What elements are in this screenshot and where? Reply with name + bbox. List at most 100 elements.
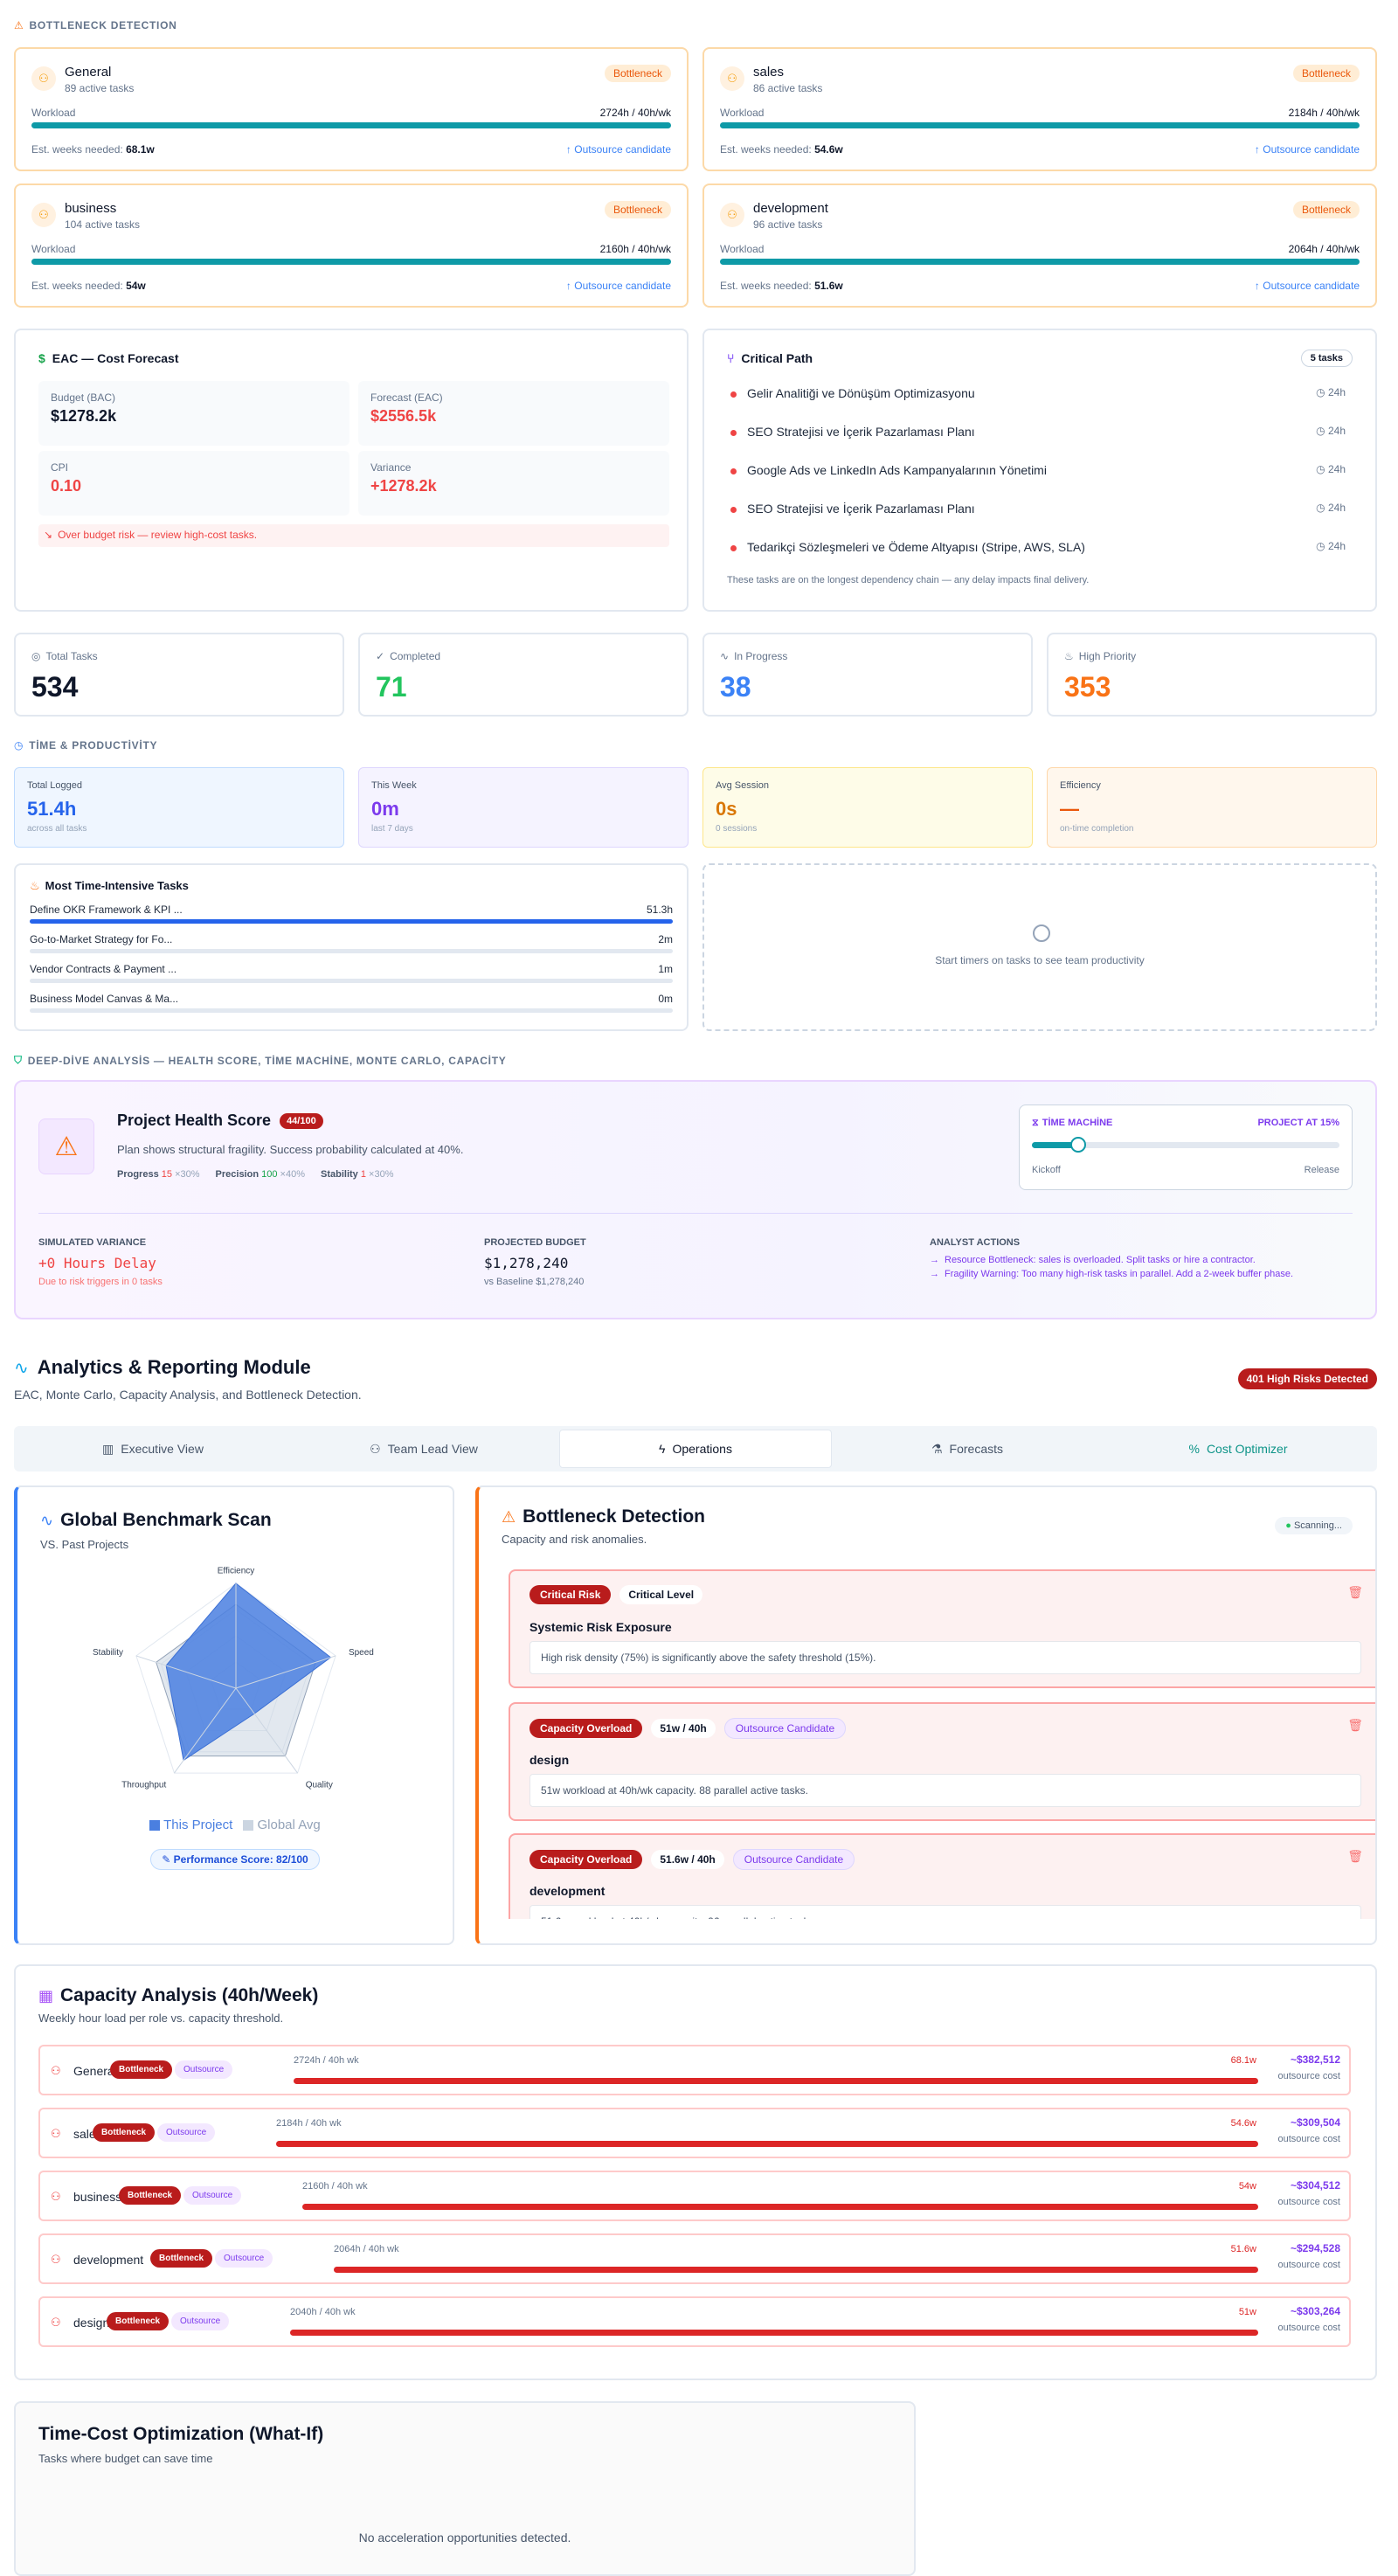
intensive-task-value: 51.3h <box>646 904 673 916</box>
intensive-task-row[interactable]: Business Model Canvas & Ma... 0m <box>30 993 673 1005</box>
outsource-cost: ~$382,512 <box>1290 2053 1340 2066</box>
capacity-hours: 2040h / 40h wk <box>290 2307 356 2317</box>
bottleneck-badge: Bottleneck <box>1292 65 1360 82</box>
health-title: Project Health Score <box>117 1111 272 1129</box>
divider <box>38 1213 1353 1214</box>
trend-down-icon: ↘ <box>44 529 53 541</box>
intensive-task-bar <box>30 979 673 983</box>
tab-executive-view[interactable]: ▥ Executive View <box>102 1441 204 1457</box>
est-weeks: Est. weeks needed: 68.1w <box>31 143 155 156</box>
detection-item[interactable]: Critical Risk Critical Level Systemic Ri… <box>509 1569 1375 1688</box>
intensive-task-name: Go-to-Market Strategy for Fo... <box>30 933 173 945</box>
bottleneck-card[interactable]: ⚇ sales 86 active tasks Bottleneck Workl… <box>702 47 1377 171</box>
time-card-sub: on-time completion <box>1060 824 1134 834</box>
intensive-task-row[interactable]: Define OKR Framework & KPI ... 51.3h <box>30 904 673 916</box>
time-card-value: 51.4h <box>27 798 77 820</box>
critical-task[interactable]: Google Ads ve LinkedIn Ads Kampanyaların… <box>730 463 1346 477</box>
radar-axis-label: Throughput <box>121 1781 166 1790</box>
outsource-candidate-link[interactable]: ↑ Outsource candidate <box>1254 280 1360 292</box>
stat-card: ◎ Total Tasks 534 <box>14 633 344 717</box>
time-heading: ◷ TİME & PRODUCTİVİTY <box>14 739 158 751</box>
cpi-label: CPI <box>51 461 69 474</box>
shield-icon: ⛉ <box>14 1054 23 1066</box>
bottleneck-badge: Bottleneck <box>150 2249 213 2268</box>
lightning-icon: ϟ <box>659 1442 666 1456</box>
outsource-candidate-link[interactable]: ↑ Outsource candidate <box>565 280 671 292</box>
role-name: development <box>753 201 828 216</box>
critical-task[interactable]: SEO Stratejisi ve İçerik Pazarlaması Pla… <box>730 502 1346 516</box>
critical-task[interactable]: Gelir Analitiği ve Dönüşüm Optimizasyonu… <box>730 386 1346 400</box>
time-card-value: 0s <box>716 798 737 820</box>
detection-item[interactable]: Capacity Overload 51.6w / 40h Outsource … <box>509 1833 1375 1919</box>
detection-list[interactable]: Critical Risk Critical Level Systemic Ri… <box>479 1569 1375 1919</box>
role-name: sales <box>753 65 785 80</box>
intensive-task-row[interactable]: Vendor Contracts & Payment ... 1m <box>30 963 673 975</box>
activity-icon: ∿ <box>720 650 730 662</box>
tm-slider-track[interactable] <box>1032 1137 1339 1153</box>
bottleneck-card[interactable]: ⚇ business 104 active tasks Bottleneck W… <box>14 184 689 308</box>
stat-value: 353 <box>1064 671 1111 703</box>
users-icon: ⚇ <box>720 203 744 227</box>
tab-forecasts[interactable]: ⚗ Forecasts <box>931 1441 1004 1457</box>
tm-slider-handle[interactable] <box>1069 1137 1086 1153</box>
variance-heading: SIMULATED VARIANCE <box>38 1237 147 1248</box>
trash-icon[interactable]: 🗑 <box>1347 1849 1363 1863</box>
critical-task[interactable]: Tedarikçi Sözleşmeleri ve Ödeme Altyapıs… <box>730 540 1346 554</box>
module-tabs: ▥ Executive View ⚇ Team Lead View ϟ Operati… <box>14 1426 1377 1472</box>
module-title: Analytics & Reporting Module <box>37 1356 311 1378</box>
intensive-task-name: Define OKR Framework & KPI ... <box>30 904 183 916</box>
tab-operations[interactable]: ϟ Operations <box>559 1430 832 1468</box>
capacity-row[interactable]: ⚇ development Bottleneck Outsource 2064h… <box>38 2233 1351 2284</box>
bar-chart-icon: ▥ <box>102 1441 114 1456</box>
bottleneck-card[interactable]: ⚇ General 89 active tasks Bottleneck Wor… <box>14 47 689 171</box>
detection-item-desc: High risk density (75%) is significantly… <box>529 1641 1361 1674</box>
trash-icon[interactable]: 🗑 <box>1347 1585 1363 1599</box>
outsource-candidate-link[interactable]: ↑ Outsource candidate <box>565 143 671 156</box>
projected-budget-sub: vs Baseline $1,278,240 <box>484 1277 585 1287</box>
tm-slider-fill <box>1032 1142 1078 1148</box>
users-icon: ⚇ <box>51 2127 61 2140</box>
outsource-cost: ~$294,528 <box>1290 2242 1340 2254</box>
health-badge: 44/100 <box>280 1112 323 1129</box>
percent-icon: % <box>1188 1442 1200 1456</box>
capacity-role-name: business <box>73 2190 122 2204</box>
workload-value: 2724h / 40h/wk <box>599 107 671 119</box>
time-card: Total Logged 51.4h across all tasks <box>14 767 344 848</box>
capacity-weeks: 54.6w <box>1230 2118 1256 2129</box>
tm-right: PROJECT AT 15% <box>1257 1118 1339 1128</box>
progress-metric: Progress 15 ×30% <box>117 1169 200 1180</box>
workload-value: 2160h / 40h/wk <box>599 243 671 255</box>
risk-dot <box>730 391 737 398</box>
intensive-task-row[interactable]: Go-to-Market Strategy for Fo... 2m <box>30 933 673 945</box>
outsource-cost: ~$303,264 <box>1290 2305 1340 2317</box>
stat-card: ✓ Completed 71 <box>358 633 689 717</box>
detection-item[interactable]: Capacity Overload 51w / 40h Outsource Ca… <box>509 1702 1375 1821</box>
tab-team-lead-view[interactable]: ⚇ Team Lead View <box>370 1441 478 1457</box>
projected-budget-heading: PROJECTED BUDGET <box>484 1237 586 1248</box>
capacity-row[interactable]: ⚇ sales Bottleneck Outsource 2184h / 40h… <box>38 2108 1351 2158</box>
optimization-empty: No acceleration opportunities detected. <box>358 2531 571 2545</box>
time-card-sub: across all tasks <box>27 824 87 834</box>
time-card-label: Avg Session <box>716 780 769 791</box>
radar-axis <box>174 1687 237 1774</box>
est-weeks: Est. weeks needed: 51.6w <box>720 280 843 292</box>
radar-axis-label: Quality <box>306 1781 333 1790</box>
capacity-hours: 2184h / 40h wk <box>276 2118 342 2129</box>
capacity-bar <box>334 2267 1258 2273</box>
trash-icon[interactable]: 🗑 <box>1347 1718 1363 1732</box>
critical-path-card: ⑂ Critical Path 5 tasks Gelir Analitiği … <box>702 329 1377 612</box>
capacity-row[interactable]: ⚇ business Bottleneck Outsource 2160h / … <box>38 2171 1351 2221</box>
bottleneck-card[interactable]: ⚇ development 96 active tasks Bottleneck… <box>702 184 1377 308</box>
intensive-task-value: 2m <box>658 933 673 945</box>
critical-task[interactable]: SEO Stratejisi ve İçerik Pazarlaması Pla… <box>730 425 1346 439</box>
capacity-row[interactable]: ⚇ design Bottleneck Outsource 2040h / 40… <box>38 2296 1351 2347</box>
workload-value: 2184h / 40h/wk <box>1288 107 1360 119</box>
risk-type-badge: Capacity Overload <box>529 1719 643 1738</box>
stat-card: ♨ High Priority 353 <box>1047 633 1377 717</box>
tab-cost-optimizer[interactable]: % Cost Optimizer <box>1188 1442 1288 1456</box>
critical-task-hours: 24h <box>1327 463 1346 475</box>
risk-level-badge: 51w / 40h <box>651 1719 716 1738</box>
outsource-candidate-link[interactable]: ↑ Outsource candidate <box>1254 143 1360 156</box>
capacity-row[interactable]: ⚇ General Bottleneck Outsource 2724h / 4… <box>38 2045 1351 2095</box>
budget-label: Budget (BAC) <box>51 391 116 404</box>
